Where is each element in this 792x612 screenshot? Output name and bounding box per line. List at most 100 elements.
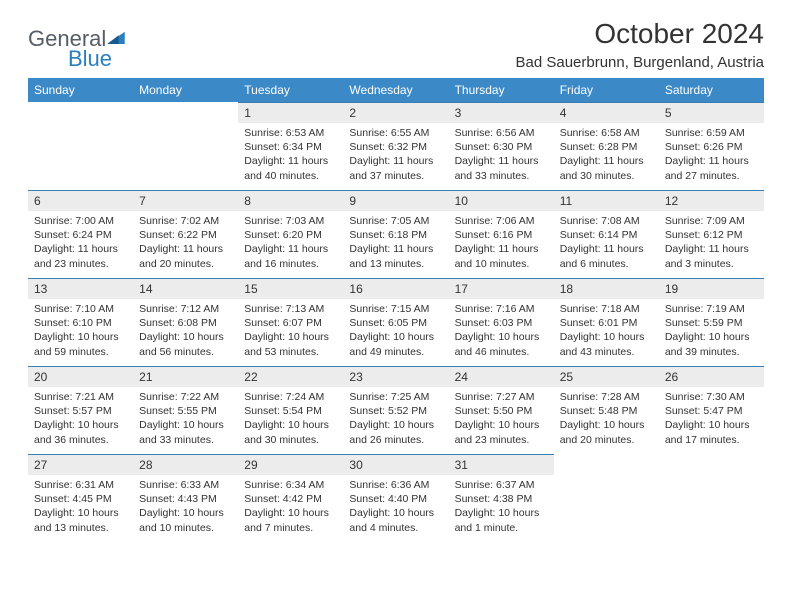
page-header: GeneralBlue October 2024 Bad Sauerbrunn,…: [28, 18, 764, 72]
day-details: Sunrise: 7:18 AMSunset: 6:01 PMDaylight:…: [554, 299, 659, 365]
calendar-week-row: 1Sunrise: 6:53 AMSunset: 6:34 PMDaylight…: [28, 102, 764, 190]
calendar-cell: 6Sunrise: 7:00 AMSunset: 6:24 PMDaylight…: [28, 190, 133, 278]
title-block: October 2024 Bad Sauerbrunn, Burgenland,…: [515, 18, 764, 71]
day-number: 24: [449, 366, 554, 387]
day-header: Sunday: [28, 78, 133, 102]
calendar-cell: 12Sunrise: 7:09 AMSunset: 6:12 PMDayligh…: [659, 190, 764, 278]
daylight-text: Daylight: 11 hours and 20 minutes.: [139, 242, 232, 270]
daylight-text: Daylight: 10 hours and 23 minutes.: [455, 418, 548, 446]
calendar-cell: 11Sunrise: 7:08 AMSunset: 6:14 PMDayligh…: [554, 190, 659, 278]
daylight-text: Daylight: 10 hours and 20 minutes.: [560, 418, 653, 446]
calendar-cell: 2Sunrise: 6:55 AMSunset: 6:32 PMDaylight…: [343, 102, 448, 190]
sunrise-text: Sunrise: 7:28 AM: [560, 390, 653, 404]
calendar-cell: 25Sunrise: 7:28 AMSunset: 5:48 PMDayligh…: [554, 366, 659, 454]
daylight-text: Daylight: 10 hours and 1 minute.: [455, 506, 548, 534]
sunrise-text: Sunrise: 7:16 AM: [455, 302, 548, 316]
daylight-text: Daylight: 10 hours and 59 minutes.: [34, 330, 127, 358]
day-details: Sunrise: 6:56 AMSunset: 6:30 PMDaylight:…: [449, 123, 554, 189]
daylight-text: Daylight: 11 hours and 27 minutes.: [665, 154, 758, 182]
day-details: Sunrise: 7:21 AMSunset: 5:57 PMDaylight:…: [28, 387, 133, 453]
day-number: 11: [554, 190, 659, 211]
daylight-text: Daylight: 11 hours and 23 minutes.: [34, 242, 127, 270]
day-header: Thursday: [449, 78, 554, 102]
calendar-body: 1Sunrise: 6:53 AMSunset: 6:34 PMDaylight…: [28, 102, 764, 542]
day-details: Sunrise: 6:55 AMSunset: 6:32 PMDaylight:…: [343, 123, 448, 189]
daylight-text: Daylight: 10 hours and 10 minutes.: [139, 506, 232, 534]
sunrise-text: Sunrise: 7:13 AM: [244, 302, 337, 316]
sunset-text: Sunset: 6:26 PM: [665, 140, 758, 154]
calendar-cell: 22Sunrise: 7:24 AMSunset: 5:54 PMDayligh…: [238, 366, 343, 454]
day-header: Wednesday: [343, 78, 448, 102]
day-number: 4: [554, 102, 659, 123]
sunset-text: Sunset: 6:16 PM: [455, 228, 548, 242]
sunrise-text: Sunrise: 6:59 AM: [665, 126, 758, 140]
day-header: Friday: [554, 78, 659, 102]
daylight-text: Daylight: 11 hours and 10 minutes.: [455, 242, 548, 270]
calendar-cell: [659, 454, 764, 542]
page-title: October 2024: [515, 18, 764, 50]
day-header: Tuesday: [238, 78, 343, 102]
calendar-cell: [133, 102, 238, 190]
daylight-text: Daylight: 10 hours and 4 minutes.: [349, 506, 442, 534]
sunrise-text: Sunrise: 7:00 AM: [34, 214, 127, 228]
day-number: 5: [659, 102, 764, 123]
logo-text-blue: Blue: [68, 46, 112, 71]
sunset-text: Sunset: 4:42 PM: [244, 492, 337, 506]
calendar-cell: [554, 454, 659, 542]
sunrise-text: Sunrise: 7:12 AM: [139, 302, 232, 316]
sunset-text: Sunset: 6:30 PM: [455, 140, 548, 154]
day-details: Sunrise: 6:31 AMSunset: 4:45 PMDaylight:…: [28, 475, 133, 541]
sunset-text: Sunset: 6:05 PM: [349, 316, 442, 330]
day-number: 9: [343, 190, 448, 211]
daylight-text: Daylight: 10 hours and 26 minutes.: [349, 418, 442, 446]
sunrise-text: Sunrise: 7:15 AM: [349, 302, 442, 316]
sunrise-text: Sunrise: 6:31 AM: [34, 478, 127, 492]
sunset-text: Sunset: 6:07 PM: [244, 316, 337, 330]
day-number: 23: [343, 366, 448, 387]
day-details: Sunrise: 7:16 AMSunset: 6:03 PMDaylight:…: [449, 299, 554, 365]
sunset-text: Sunset: 6:03 PM: [455, 316, 548, 330]
day-number: 6: [28, 190, 133, 211]
calendar-cell: 14Sunrise: 7:12 AMSunset: 6:08 PMDayligh…: [133, 278, 238, 366]
day-number: 3: [449, 102, 554, 123]
day-number: 30: [343, 454, 448, 475]
day-number: 19: [659, 278, 764, 299]
sunrise-text: Sunrise: 7:25 AM: [349, 390, 442, 404]
day-details: Sunrise: 7:22 AMSunset: 5:55 PMDaylight:…: [133, 387, 238, 453]
sunset-text: Sunset: 6:20 PM: [244, 228, 337, 242]
day-details: Sunrise: 7:00 AMSunset: 6:24 PMDaylight:…: [28, 211, 133, 277]
sunset-text: Sunset: 6:28 PM: [560, 140, 653, 154]
calendar-cell: [28, 102, 133, 190]
calendar-cell: 1Sunrise: 6:53 AMSunset: 6:34 PMDaylight…: [238, 102, 343, 190]
daylight-text: Daylight: 10 hours and 56 minutes.: [139, 330, 232, 358]
sunset-text: Sunset: 6:18 PM: [349, 228, 442, 242]
day-details: Sunrise: 7:27 AMSunset: 5:50 PMDaylight:…: [449, 387, 554, 453]
day-details: Sunrise: 7:10 AMSunset: 6:10 PMDaylight:…: [28, 299, 133, 365]
sunset-text: Sunset: 5:47 PM: [665, 404, 758, 418]
sunset-text: Sunset: 5:57 PM: [34, 404, 127, 418]
day-details: Sunrise: 6:53 AMSunset: 6:34 PMDaylight:…: [238, 123, 343, 189]
sunrise-text: Sunrise: 7:10 AM: [34, 302, 127, 316]
day-number: 18: [554, 278, 659, 299]
day-number: 25: [554, 366, 659, 387]
day-number: 31: [449, 454, 554, 475]
day-number: 29: [238, 454, 343, 475]
sunset-text: Sunset: 4:45 PM: [34, 492, 127, 506]
day-details: Sunrise: 7:25 AMSunset: 5:52 PMDaylight:…: [343, 387, 448, 453]
sunrise-text: Sunrise: 7:03 AM: [244, 214, 337, 228]
sunrise-text: Sunrise: 7:08 AM: [560, 214, 653, 228]
day-details: Sunrise: 7:09 AMSunset: 6:12 PMDaylight:…: [659, 211, 764, 277]
sunrise-text: Sunrise: 6:56 AM: [455, 126, 548, 140]
sunset-text: Sunset: 5:50 PM: [455, 404, 548, 418]
sunset-text: Sunset: 5:59 PM: [665, 316, 758, 330]
daylight-text: Daylight: 11 hours and 3 minutes.: [665, 242, 758, 270]
calendar-cell: 24Sunrise: 7:27 AMSunset: 5:50 PMDayligh…: [449, 366, 554, 454]
calendar-cell: 16Sunrise: 7:15 AMSunset: 6:05 PMDayligh…: [343, 278, 448, 366]
day-details: Sunrise: 7:02 AMSunset: 6:22 PMDaylight:…: [133, 211, 238, 277]
daylight-text: Daylight: 10 hours and 36 minutes.: [34, 418, 127, 446]
sunrise-text: Sunrise: 7:22 AM: [139, 390, 232, 404]
calendar-cell: 20Sunrise: 7:21 AMSunset: 5:57 PMDayligh…: [28, 366, 133, 454]
calendar-header-row: SundayMondayTuesdayWednesdayThursdayFrid…: [28, 78, 764, 102]
day-number: 20: [28, 366, 133, 387]
day-number: 13: [28, 278, 133, 299]
